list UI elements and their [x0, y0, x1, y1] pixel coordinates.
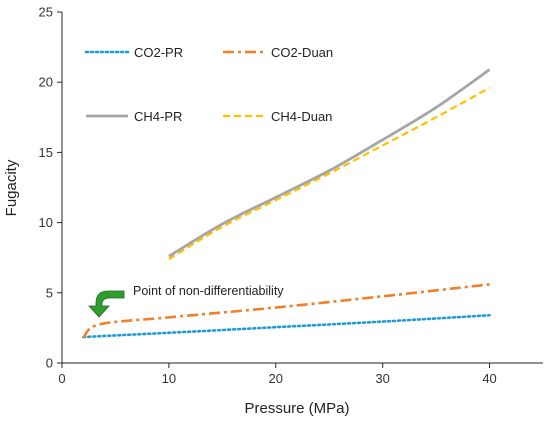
legend-label-co2-duan: CO2-Duan [271, 45, 333, 60]
curved-arrow-icon [88, 290, 125, 318]
y-tick-label: 10 [39, 215, 53, 230]
series-line-ch4-duan [168, 86, 491, 261]
x-tick-label: 10 [162, 371, 176, 386]
y-tick-label: 25 [39, 5, 53, 20]
series-line-ch4-pr [168, 68, 491, 258]
legend-item-ch4-duan: CH4-Duan [223, 109, 332, 124]
x-axis-title: Pressure (MPa) [244, 400, 349, 417]
y-axis-title: Fugacity [3, 159, 20, 216]
x-tick-label: 0 [58, 371, 65, 386]
y-tick-label: 0 [46, 356, 53, 371]
legend-item-co2-pr: CO2-PR [84, 45, 183, 60]
x-tick-label: 30 [375, 371, 389, 386]
annotation-non-differentiability: Point of non-differentiability [88, 284, 284, 318]
legend-item-co2-duan: CO2-Duan [223, 45, 333, 60]
series-line-co2-pr [82, 313, 491, 339]
legend-label-ch4-pr: CH4-PR [134, 109, 182, 124]
legend: CO2-PR CO2-Duan CH4-PR CH4-Duan [84, 45, 333, 124]
legend-item-ch4-pr: CH4-PR [86, 109, 182, 124]
x-ticks: 0 10 20 30 40 [58, 363, 497, 386]
x-tick-label: 20 [269, 371, 283, 386]
y-tick-label: 15 [39, 145, 53, 160]
y-ticks: 0 5 10 15 20 25 [39, 5, 62, 371]
annotation-label: Point of non-differentiability [133, 284, 284, 298]
series-layer [82, 68, 491, 339]
x-tick-label: 40 [482, 371, 496, 386]
y-tick-label: 20 [39, 75, 53, 90]
legend-label-ch4-duan: CH4-Duan [271, 109, 332, 124]
axes [61, 12, 543, 364]
legend-label-co2-pr: CO2-PR [134, 45, 183, 60]
y-tick-label: 5 [46, 285, 53, 300]
